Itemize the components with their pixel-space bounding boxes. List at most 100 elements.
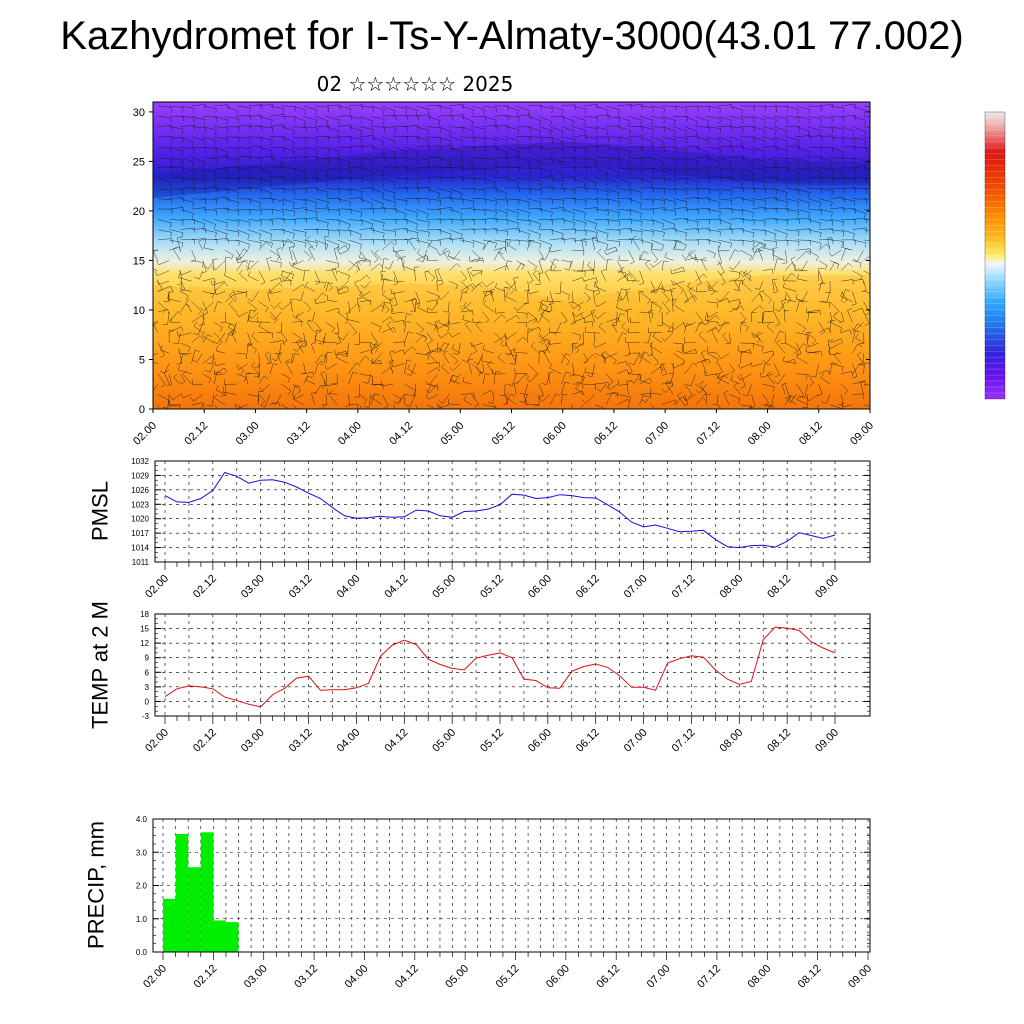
wind-barb — [449, 114, 464, 120]
wind-barb — [807, 219, 822, 229]
wind-barb — [269, 229, 285, 235]
wind-barb — [466, 267, 473, 282]
wind-barb — [266, 353, 272, 364]
x-tick-label: 05.12 — [478, 573, 506, 601]
wind-barb — [314, 292, 327, 302]
wind-barb — [460, 219, 475, 225]
wind-barb — [695, 238, 711, 245]
wind-barb — [359, 290, 371, 302]
wind-barb — [617, 208, 632, 216]
x-tick-label: 07.12 — [670, 573, 698, 601]
wind-barb — [392, 270, 399, 286]
wind-barb — [437, 126, 452, 137]
wind-barb — [202, 208, 217, 216]
wind-barb — [829, 146, 844, 157]
wind-barb — [722, 332, 730, 344]
wind-barb — [493, 105, 509, 111]
y-tick-label: 1011 — [132, 558, 150, 567]
wind-barb — [706, 352, 719, 365]
wind-barb — [673, 198, 688, 207]
wind-barb — [258, 167, 273, 178]
wind-barb — [449, 263, 461, 271]
x-tick-label: 05.12 — [494, 963, 522, 991]
wind-barb — [359, 126, 374, 135]
wind-barb — [325, 307, 340, 313]
wind-barb — [695, 321, 705, 333]
wind-barb — [796, 198, 811, 208]
wind-barb — [863, 404, 870, 407]
wind-barb — [269, 105, 284, 114]
y-tick-label: 1.0 — [136, 915, 148, 924]
wind-barb — [571, 342, 584, 350]
wind-barb — [345, 301, 351, 314]
wind-barb — [427, 301, 439, 311]
wind-barb — [280, 332, 288, 344]
wind-barb — [688, 250, 696, 261]
x-tick-label: 04.12 — [387, 420, 415, 448]
wind-barb — [616, 313, 625, 323]
temperature-grid — [155, 613, 870, 717]
wind-barb — [269, 277, 282, 283]
wind-barb — [807, 167, 822, 177]
wind-barb — [269, 239, 285, 247]
wind-barb — [167, 293, 181, 302]
wind-barb — [818, 239, 834, 245]
wind-barb — [513, 301, 528, 312]
wind-barb — [425, 394, 439, 400]
wind-barb — [785, 239, 800, 247]
wind-barb — [191, 402, 205, 408]
wind-barb — [360, 280, 371, 289]
wind-barb — [639, 198, 654, 206]
wind-barb — [549, 116, 565, 122]
wind-barb — [505, 227, 520, 233]
wind-barb — [225, 166, 240, 172]
wind-barb — [169, 166, 184, 172]
wind-barb — [344, 394, 351, 407]
wind-barb — [628, 198, 642, 209]
wind-barb — [471, 394, 479, 408]
wind-barb — [348, 197, 363, 203]
wind-barb — [305, 375, 315, 385]
wind-barb — [740, 136, 755, 142]
wind-barb — [467, 358, 474, 374]
wind-barb — [829, 116, 845, 123]
wind-barb — [773, 258, 783, 271]
wind-barb — [628, 177, 643, 184]
y-tick-label: 0 — [145, 697, 150, 706]
wind-barb — [639, 146, 654, 152]
wind-barb — [342, 342, 349, 357]
wind-barb — [695, 116, 710, 126]
wind-barb — [641, 353, 651, 364]
wind-barb — [236, 176, 252, 182]
wind-barb — [762, 318, 775, 324]
wind-barb — [751, 248, 762, 261]
wind-barb — [677, 392, 685, 405]
wind-barb — [266, 257, 272, 271]
wind-barb — [191, 116, 206, 125]
wind-barb — [441, 363, 450, 374]
wind-barb — [157, 219, 172, 228]
wind-barb — [281, 198, 295, 208]
wind-barb — [280, 270, 293, 282]
wind-barb — [482, 389, 494, 395]
wind-barb — [773, 126, 788, 136]
y-tick-label: 1029 — [131, 471, 149, 480]
wind-barb — [415, 157, 430, 166]
wind-barb — [783, 275, 797, 282]
wind-barb — [820, 373, 831, 385]
wind-barb — [303, 167, 318, 177]
wind-barb — [661, 363, 668, 377]
wind-barb — [673, 157, 688, 165]
wind-barb — [277, 352, 283, 364]
wind-barb — [404, 177, 419, 185]
x-tick-label: 07.12 — [670, 727, 698, 755]
wind-barb — [247, 394, 260, 402]
wind-barb — [493, 176, 509, 182]
wind-barb — [605, 157, 621, 165]
wind-barb — [695, 177, 710, 184]
wind-barb — [616, 288, 627, 302]
x-tick-label: 02.00 — [141, 963, 169, 991]
wind-barb — [863, 136, 870, 139]
wind-barb — [729, 394, 741, 404]
wind-barb — [852, 363, 858, 379]
